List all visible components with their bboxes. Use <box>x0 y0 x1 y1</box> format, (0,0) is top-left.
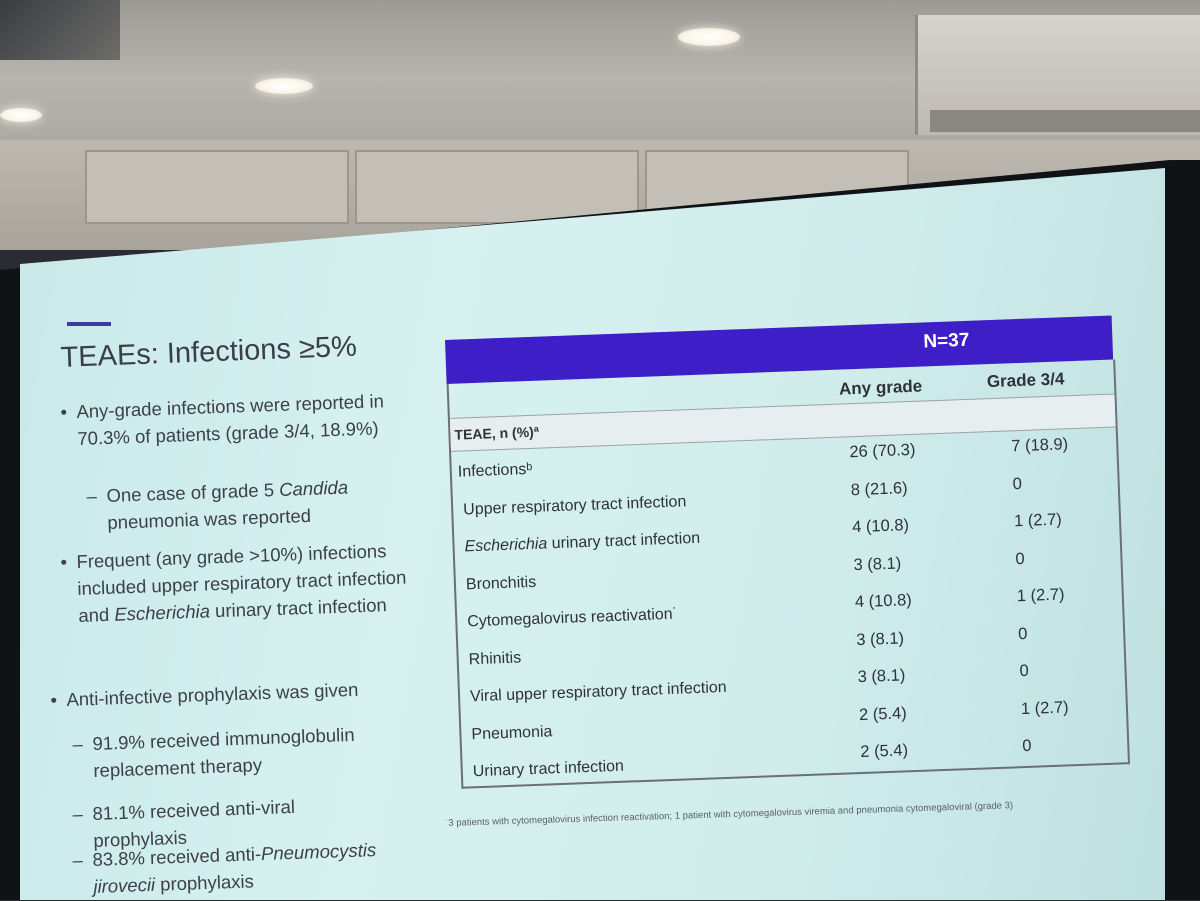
sub-bullet: – One case of grade 5 Candida pneumonia w… <box>86 476 349 533</box>
table-body: Any grade Grade 3/4 TEAE, n (%)ª Infecti… <box>446 359 1131 789</box>
bullet-marker: – <box>86 485 98 507</box>
italic-term: Escherichia <box>464 535 548 556</box>
cell-any-grade: 2 (5.4) <box>860 741 909 762</box>
teae-label: TEAE, n (%)ª <box>454 423 540 443</box>
italic-term: Candida <box>278 476 349 500</box>
bullet-marker: • <box>60 551 68 573</box>
italic-term: Pneumocystis jirovecii <box>93 839 377 897</box>
ceiling-corner <box>0 0 120 60</box>
row-label: Escherichia urinary tract infection <box>464 529 701 556</box>
bullet-marker: • <box>50 689 58 711</box>
sample-size-label: N=37 <box>923 329 970 353</box>
cell-grade-3-4: 0 <box>1021 736 1032 756</box>
bullet: • Frequent (any grade >10%) infections in… <box>60 540 407 626</box>
row-label: Upper respiratory tract infection <box>462 492 687 518</box>
title-accent-bar <box>67 322 111 326</box>
projected-slide <box>20 168 1165 900</box>
cell-any-grade: 3 (8.1) <box>855 628 905 649</box>
cell-grade-3-4: 7 (18.9) <box>1010 435 1069 456</box>
cell-any-grade: 8 (21.6) <box>850 478 908 499</box>
cell-grade-3-4: 1 (2.7) <box>1013 510 1063 531</box>
row-label: Viral upper respiratory tract infection <box>469 678 727 706</box>
row-label: Cytomegalovirus reactivation˙ <box>467 605 679 631</box>
cell-grade-3-4: 0 <box>1017 624 1028 643</box>
bullet-marker: – <box>72 849 84 871</box>
cell-any-grade: 4 (10.8) <box>851 516 910 537</box>
ceiling-light <box>0 108 42 122</box>
teae-table: N=37 Any grade Grade 3/4 TEAE, n (%)ª In… <box>445 315 1132 809</box>
sub-bullet: –91.9% received immunoglobulin replaceme… <box>72 723 355 781</box>
bullet-marker: – <box>72 803 84 825</box>
bullet-marker: – <box>72 733 84 755</box>
ceiling-light <box>678 28 740 46</box>
bullet-marker: • <box>60 401 68 423</box>
italic-term: Escherichia <box>113 600 211 625</box>
row-label: Bronchitis <box>465 573 537 593</box>
ceiling-light <box>255 78 313 94</box>
row-label: Pneumonia <box>471 722 553 743</box>
cell-grade-3-4: 1 (2.7) <box>1020 697 1069 718</box>
row-label: Rhinitis <box>468 648 522 668</box>
ceiling-duct-edge <box>930 110 1200 132</box>
cell-any-grade: 26 (70.3) <box>849 440 916 462</box>
column-grade-3-4: Grade 3/4 <box>986 369 1065 392</box>
column-any-grade: Any grade <box>838 376 923 399</box>
cell-any-grade: 2 (5.4) <box>858 703 907 724</box>
wall-panel <box>85 150 349 224</box>
cell-any-grade: 3 (8.1) <box>853 553 902 574</box>
cell-grade-3-4: 0 <box>1019 661 1030 681</box>
cell-grade-3-4: 0 <box>1015 549 1025 568</box>
row-label: Infectionsᵇ <box>457 460 533 481</box>
cell-grade-3-4: 1 (2.7) <box>1016 585 1065 606</box>
cell-any-grade: 4 (10.8) <box>854 591 913 612</box>
cell-any-grade: 3 (8.1) <box>857 666 906 687</box>
sub-bullet: –83.8% received anti-Pneumocystis jirove… <box>72 839 377 897</box>
wall-panel <box>355 150 639 224</box>
cell-grade-3-4: 0 <box>1012 474 1023 493</box>
row-label: Urinary tract infection <box>472 757 625 781</box>
